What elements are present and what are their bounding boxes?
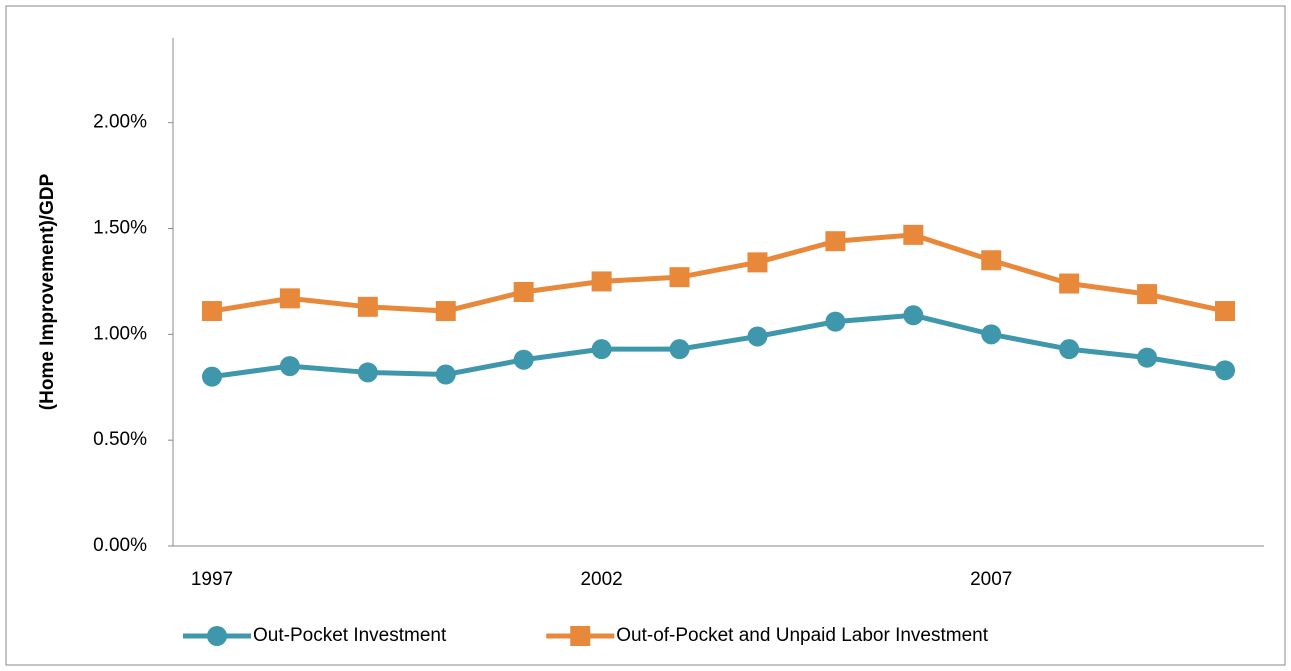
data-point [591,271,612,292]
series-line [211,312,1226,380]
y-axis-title: (Home Improvement)/GDP [37,173,58,410]
data-point [435,301,456,322]
data-point [513,282,534,302]
x-tick-label: 2002 [580,569,622,590]
data-point [435,364,456,385]
data-point [1137,347,1158,368]
legend-marker [570,626,591,646]
y-tick-label: 1.00% [93,323,147,344]
legend-label: Out-Pocket Investment [253,625,447,646]
data-point [1059,339,1080,360]
data-point [1059,273,1080,294]
legend-marker [207,626,227,646]
data-point [669,267,690,288]
data-point [981,324,1002,345]
data-point [279,288,300,309]
data-point [357,362,378,383]
y-tick-label: 1.50% [93,218,147,239]
data-point [747,326,768,347]
x-tick-label: 1997 [191,569,233,590]
y-tick-label: 0.00% [93,535,147,556]
data-point [591,339,612,360]
data-point [981,250,1002,271]
legend-label: Out-of-Pocket and Unpaid Labor Investmen… [616,625,988,646]
chart-border [5,5,1286,666]
data-point [513,349,534,370]
series-line [211,232,1226,314]
data-point [201,366,222,387]
data-point [357,296,378,317]
x-tick-label: 2007 [970,569,1012,590]
data-point [201,301,222,322]
data-point [279,356,300,377]
data-point [825,311,846,332]
y-tick-label: 2.00% [93,112,147,133]
y-tick-label: 0.50% [93,429,147,450]
data-point [1215,360,1236,381]
data-point [903,305,924,326]
data-point [747,252,768,273]
data-point [669,339,690,360]
data-point [1215,301,1236,322]
data-point [1137,284,1158,305]
data-point [903,224,924,245]
data-point [825,231,846,252]
